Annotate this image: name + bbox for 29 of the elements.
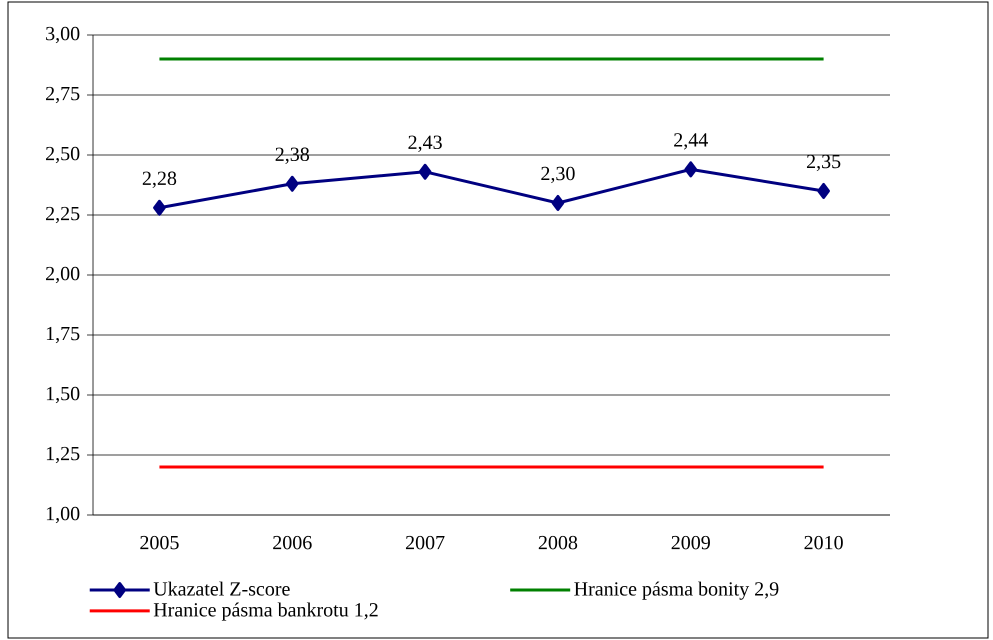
data-label: 2,28	[142, 172, 176, 188]
point	[817, 182, 830, 199]
y-tick-label: 2,00	[46, 266, 80, 284]
y-tick-label: 2,75	[46, 86, 80, 104]
x-tick-label: 2010	[804, 536, 843, 550]
y-tick-label: 2,50	[46, 146, 80, 164]
y-tick-label: 3,00	[46, 26, 80, 44]
legend-label: Ukazatel Z-score	[154, 582, 290, 596]
legend-label: Hranice pásma bankrotu 1,2	[154, 602, 378, 621]
point	[153, 200, 166, 216]
x-tick-label: 2006	[273, 536, 312, 550]
x-tick-label: 2009	[672, 536, 710, 550]
legend-label: Hranice pásma bonity 2,9	[574, 582, 778, 600]
data-label: 2,35	[806, 154, 840, 172]
y-tick-label: 1,25	[46, 446, 80, 464]
point	[552, 194, 564, 211]
y-tick-label: 1,00	[46, 506, 80, 524]
y-tick-label: 1,50	[46, 386, 80, 404]
point	[418, 164, 432, 180]
x-tick-label: 2007	[406, 536, 445, 550]
x-tick-label: 2005	[140, 536, 179, 550]
data-label: 2,30	[541, 166, 575, 184]
y-tick-label: 1,75	[46, 326, 80, 344]
x-tick-label: 2008	[538, 536, 578, 550]
data-label: 2,44	[674, 133, 708, 150]
point	[286, 176, 299, 192]
y-tick-label: 2,25	[46, 206, 80, 224]
data-label: 2,43	[408, 136, 442, 152]
point	[684, 161, 698, 178]
